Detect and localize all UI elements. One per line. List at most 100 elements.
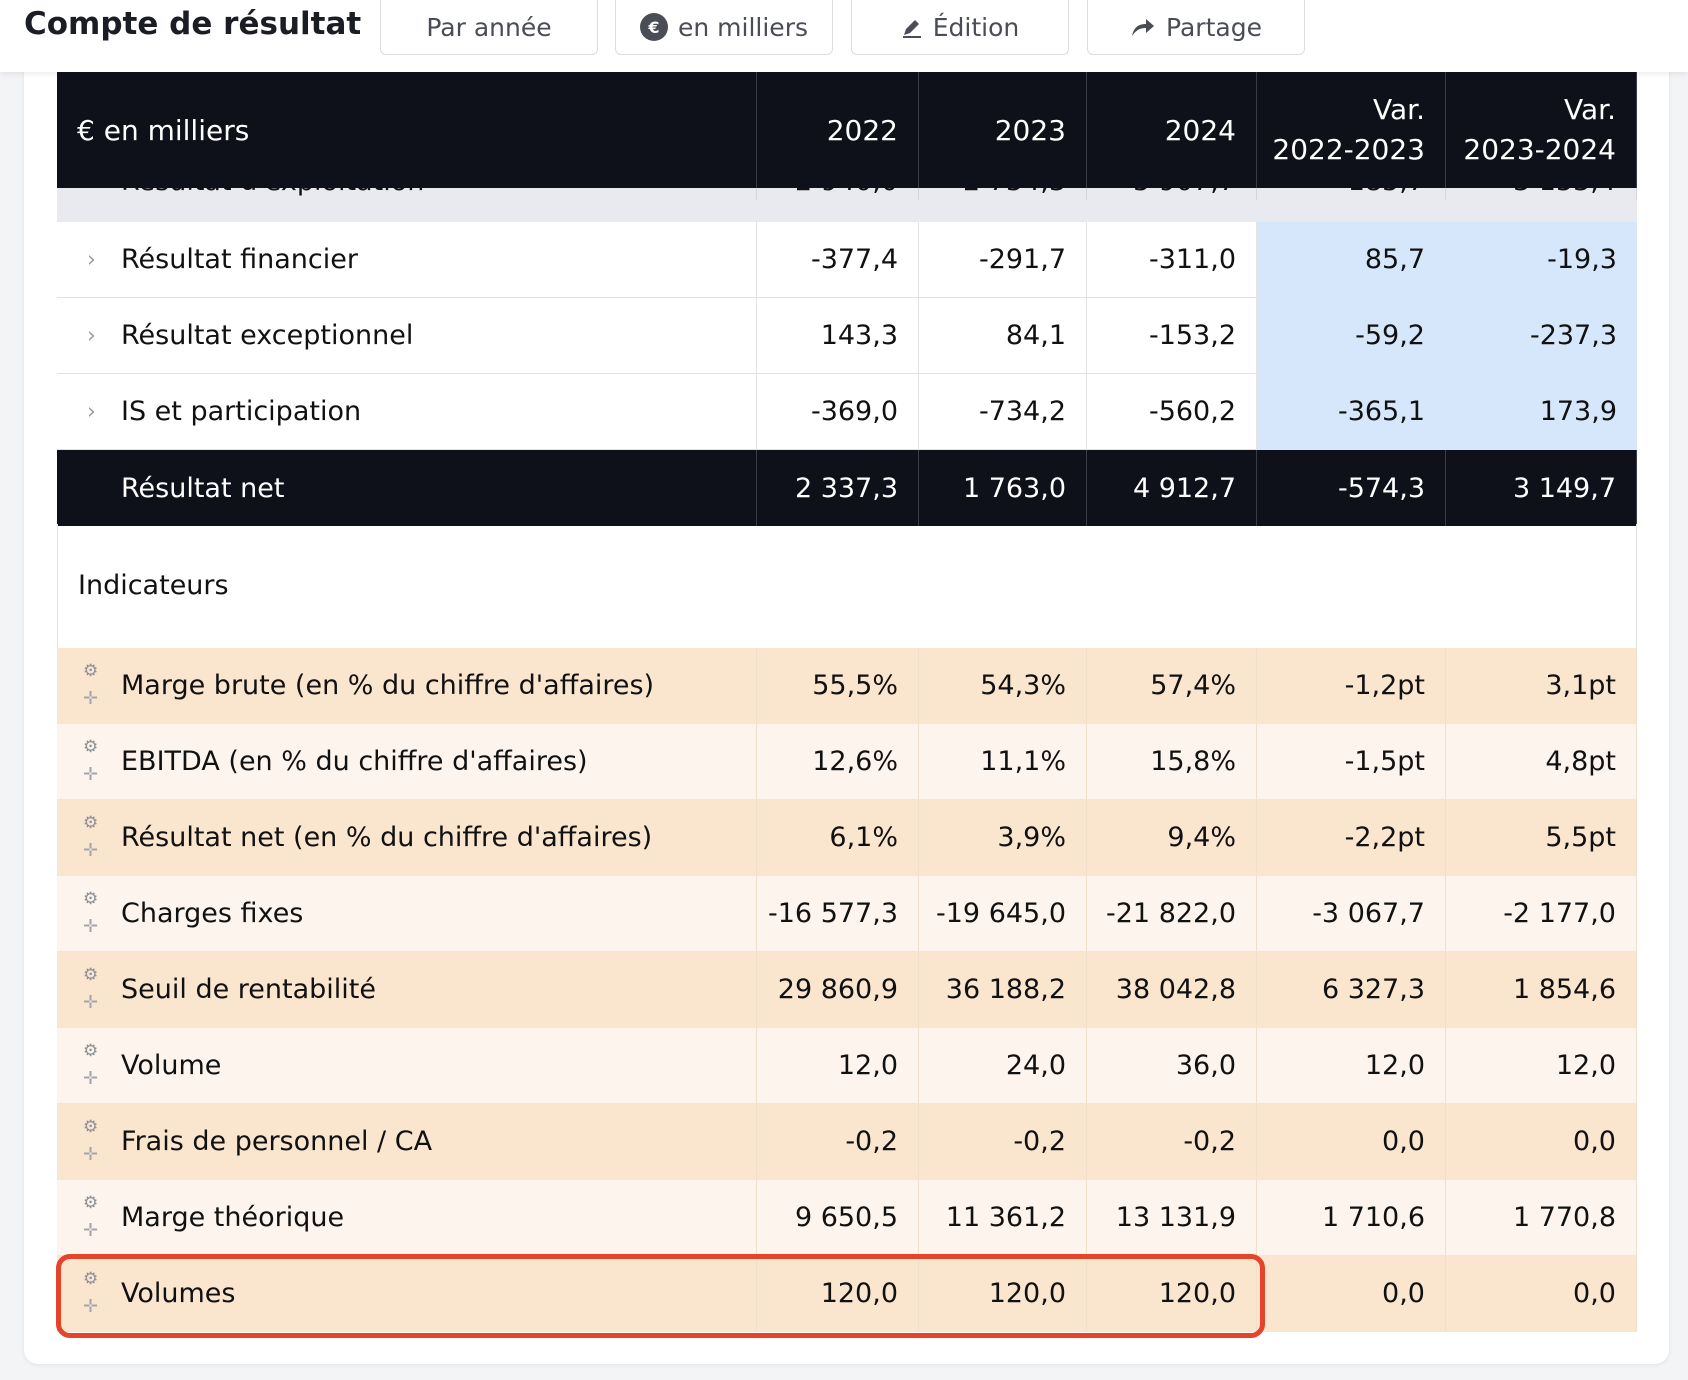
indicator-row[interactable]: ⚙ ✛ Charges fixes -16 577,3 -19 645,0 -2… <box>57 876 1637 952</box>
indicator-row[interactable]: ⚙ ✛ Volumes 120,0 120,0 120,0 0,0 0,0 <box>57 1256 1637 1332</box>
indicator-row[interactable]: ⚙ ✛ Marge théorique 9 650,5 11 361,2 13 … <box>57 1180 1637 1256</box>
share-button[interactable]: Partage <box>1087 0 1305 55</box>
row-label: Résultat exceptionnel <box>121 320 414 351</box>
cell-2022: -369,0 <box>757 374 919 449</box>
gear-icon[interactable]: ⚙ <box>83 661 99 681</box>
move-handle-icon[interactable]: ✛ <box>83 1144 99 1165</box>
cell-var1: 1 710,6 <box>1257 1180 1446 1255</box>
cell-2023: 11,1% <box>919 724 1087 799</box>
cell-var2: 173,9 <box>1446 374 1637 449</box>
move-handle-icon[interactable]: ✛ <box>83 916 99 937</box>
net-result-row: Résultat net 2 337,3 1 763,0 4 912,7 -57… <box>57 450 1637 526</box>
top-bar: Compte de résultat Par année € en millie… <box>0 0 1688 72</box>
var1-line1: Var. <box>1373 93 1425 126</box>
row-label: Seuil de rentabilité <box>121 974 376 1005</box>
header-var-2023-2024: Var. 2023-2024 <box>1446 72 1637 188</box>
cell-2022: 9 650,5 <box>757 1180 919 1255</box>
cell-var2: 1 854,6 <box>1446 952 1637 1027</box>
row-label-cell: ⚙ ✛ Marge brute (en % du chiffre d'affai… <box>57 648 757 723</box>
gear-icon[interactable]: ⚙ <box>83 737 99 757</box>
cell-2022: 2 337,3 <box>757 450 919 526</box>
by-year-label: Par année <box>426 12 552 42</box>
indicator-row[interactable]: ⚙ ✛ Marge brute (en % du chiffre d'affai… <box>57 648 1637 724</box>
move-handle-icon[interactable]: ✛ <box>83 1068 99 1089</box>
cell-2023: 3,9% <box>919 800 1087 875</box>
row-label: IS et participation <box>121 396 362 427</box>
cell-2023: 36 188,2 <box>919 952 1087 1027</box>
move-handle-icon[interactable]: ✛ <box>83 688 99 709</box>
header-var-2022-2023: Var. 2022-2023 <box>1257 72 1446 188</box>
cell-var1: -365,1 <box>1257 374 1446 449</box>
cell-2022: 6,1% <box>757 800 919 875</box>
indicator-row[interactable]: ⚙ ✛ Volume 12,0 24,0 36,0 12,0 12,0 <box>57 1028 1637 1104</box>
indicator-row[interactable]: ⚙ ✛ EBITDA (en % du chiffre d'affaires) … <box>57 724 1637 800</box>
edit-button[interactable]: Édition <box>851 0 1069 55</box>
cell-2024: 57,4% <box>1087 648 1257 723</box>
cell-2024: -560,2 <box>1087 374 1257 449</box>
chevron-right-icon[interactable]: › <box>87 399 96 424</box>
chevron-right-icon[interactable]: › <box>87 323 96 348</box>
row-label: Résultat financier <box>121 244 358 275</box>
cell-2024: 38 042,8 <box>1087 952 1257 1027</box>
cell-var2: 3 149,7 <box>1446 450 1637 526</box>
move-handle-icon[interactable]: ✛ <box>83 1296 99 1317</box>
by-year-button[interactable]: Par année <box>380 0 598 55</box>
gear-icon[interactable]: ⚙ <box>83 813 99 833</box>
indicator-row[interactable]: ⚙ ✛ Seuil de rentabilité 29 860,9 36 188… <box>57 952 1637 1028</box>
cell-2023: -0,2 <box>919 1104 1087 1179</box>
indicator-row[interactable]: ⚙ ✛ Résultat net (en % du chiffre d'affa… <box>57 800 1637 876</box>
share-label: Partage <box>1166 12 1262 42</box>
gear-icon[interactable]: ⚙ <box>83 1041 99 1061</box>
cell-2022: 143,3 <box>757 298 919 373</box>
row-label: Résultat net <box>57 450 757 526</box>
cell-var2: 0,0 <box>1446 1256 1637 1331</box>
units-button[interactable]: € en milliers <box>615 0 833 55</box>
cell-var1: -3 067,7 <box>1257 876 1446 951</box>
cell-2024: 4 912,7 <box>1087 450 1257 526</box>
cell-2023: 11 361,2 <box>919 1180 1087 1255</box>
cell-var1: 0,0 <box>1257 1104 1446 1179</box>
table-row[interactable]: › Résultat financier -377,4 -291,7 -311,… <box>57 222 1637 298</box>
cell-var2: -19,3 <box>1446 222 1637 297</box>
header-2022: 2022 <box>757 72 919 188</box>
cell-var2: 3 153,4 <box>1446 188 1637 200</box>
row-label-cell: › Résultat financier <box>57 222 757 297</box>
cell-2023: 120,0 <box>919 1256 1087 1331</box>
cell-var1: 12,0 <box>1257 1028 1446 1103</box>
move-handle-icon[interactable]: ✛ <box>83 1220 99 1241</box>
move-handle-icon[interactable]: ✛ <box>83 764 99 785</box>
cell-2022: 2 940,0 <box>757 188 919 200</box>
var2-line2: 2023-2024 <box>1463 133 1616 166</box>
row-label-cell: › Résultat exceptionnel <box>57 298 757 373</box>
cell-var1: -2,2pt <box>1257 800 1446 875</box>
row-label: Frais de personnel / CA <box>121 1126 433 1157</box>
header-2024: 2024 <box>1087 72 1257 188</box>
cell-2022: 55,5% <box>757 648 919 723</box>
cell-var1: -574,3 <box>1257 450 1446 526</box>
row-label: Charges fixes <box>121 898 304 929</box>
row-label-cell: ⚙ ✛ Frais de personnel / CA <box>57 1104 757 1179</box>
cell-2022: 12,6% <box>757 724 919 799</box>
gear-icon[interactable]: ⚙ <box>83 1269 99 1289</box>
gear-icon[interactable]: ⚙ <box>83 965 99 985</box>
indicator-row[interactable]: ⚙ ✛ Frais de personnel / CA -0,2 -0,2 -0… <box>57 1104 1637 1180</box>
cell-2023: -734,2 <box>919 374 1087 449</box>
cell-2024: -21 822,0 <box>1087 876 1257 951</box>
gear-icon[interactable]: ⚙ <box>83 1117 99 1137</box>
table-row[interactable]: › IS et participation -369,0 -734,2 -560… <box>57 374 1637 450</box>
row-label-cell: ⚙ ✛ Charges fixes <box>57 876 757 951</box>
cell-2023: -19 645,0 <box>919 876 1087 951</box>
move-handle-icon[interactable]: ✛ <box>83 992 99 1013</box>
cell-2024: -0,2 <box>1087 1104 1257 1179</box>
var1-line2: 2022-2023 <box>1272 133 1425 166</box>
row-label: EBITDA (en % du chiffre d'affaires) <box>121 746 588 777</box>
gear-icon[interactable]: ⚙ <box>83 889 99 909</box>
gear-icon[interactable]: ⚙ <box>83 1193 99 1213</box>
chevron-right-icon[interactable]: › <box>87 247 96 272</box>
cell-2022: -16 577,3 <box>757 876 919 951</box>
cell-2024: 5 907,7 <box>1087 188 1257 200</box>
cell-2024: 13 131,9 <box>1087 1180 1257 1255</box>
move-handle-icon[interactable]: ✛ <box>83 840 99 861</box>
cell-var1: 85,7 <box>1257 222 1446 297</box>
table-row[interactable]: › Résultat exceptionnel 143,3 84,1 -153,… <box>57 298 1637 374</box>
